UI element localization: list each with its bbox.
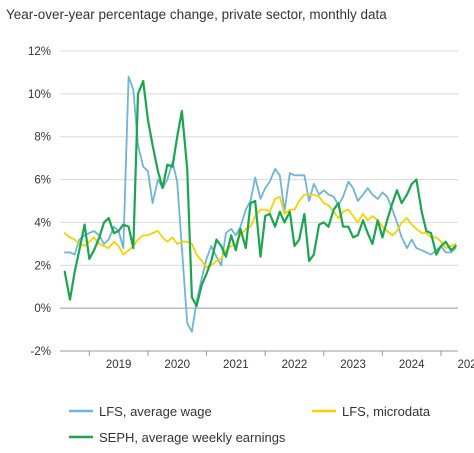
series-lines	[63, 75, 457, 333]
y-tick-label: 4%	[34, 217, 51, 229]
y-axis-tick-labels: 12% 10% 8% 6% 4% 2% 0% -2%	[28, 46, 51, 358]
legend-label: SEPH, average weekly earnings	[99, 430, 286, 445]
x-tick-label: 2024	[399, 359, 425, 371]
gridlines	[60, 50, 458, 352]
legend-label: LFS, microdata	[342, 404, 431, 419]
y-tick-label: -2%	[31, 346, 51, 358]
series-line-seph-weekly-earnings	[63, 79, 457, 308]
series-line-lfs-average-wage	[63, 75, 457, 333]
y-tick-label: 6%	[34, 175, 51, 187]
x-tick-label: 2023	[340, 359, 366, 371]
x-tick-label: 2025	[458, 359, 474, 371]
y-tick-label: 12%	[28, 46, 51, 58]
x-tick-label: 2020	[164, 359, 190, 371]
y-tick-label: 8%	[34, 132, 51, 144]
legend-label: LFS, average wage	[99, 404, 212, 419]
x-tick-label: 2019	[106, 359, 132, 371]
x-tick-label: 2022	[282, 359, 308, 371]
chart-title: Year-over-year percentage change, privat…	[6, 7, 387, 22]
x-axis-tick-labels: 2019 2020 2021 2022 2023 2024 2025	[60, 350, 474, 371]
x-tick-label: 2021	[223, 359, 249, 371]
y-tick-label: 2%	[34, 260, 51, 272]
legend: LFS, average wage LFS, microdata SEPH, ave…	[69, 404, 431, 445]
y-tick-label: 10%	[28, 89, 51, 101]
series-line-lfs-microdata	[63, 193, 457, 269]
y-tick-label: 0%	[34, 303, 51, 315]
